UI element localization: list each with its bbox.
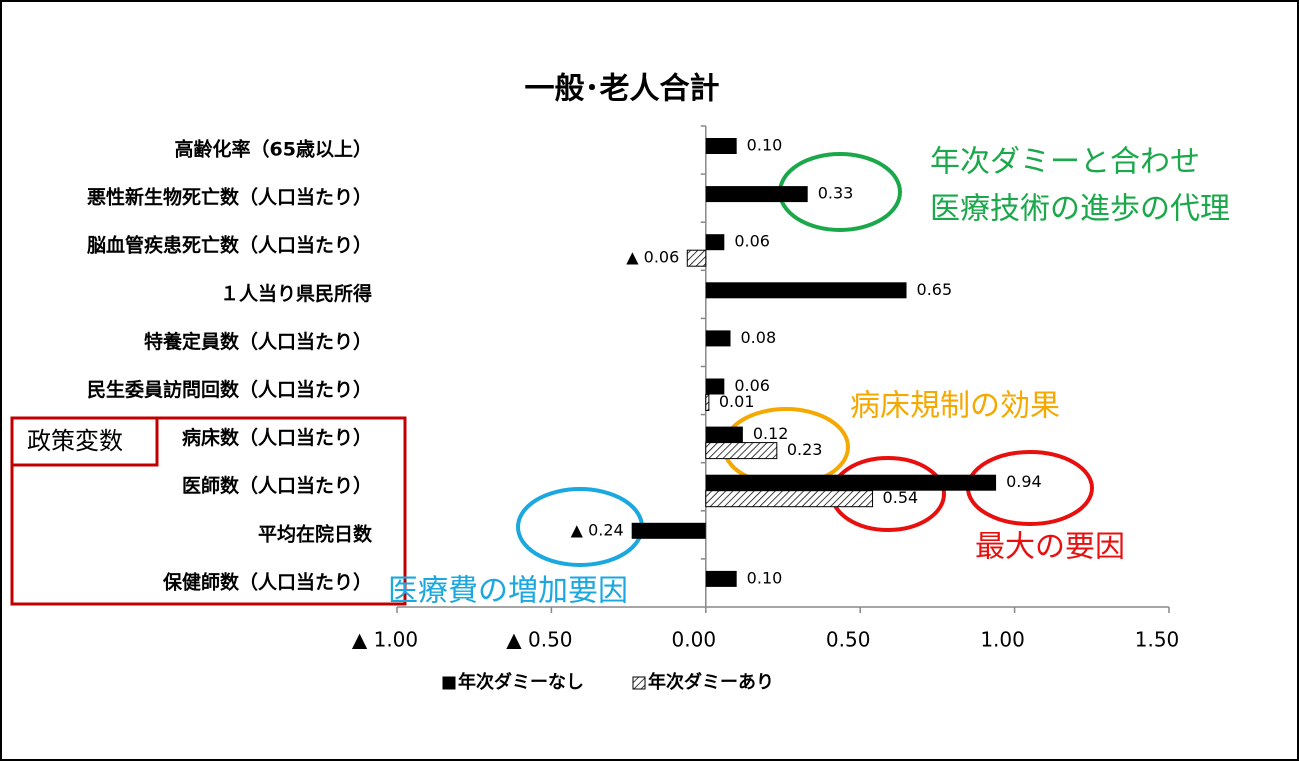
annotation: 政策変数 xyxy=(27,427,123,455)
value-label: 0.23 xyxy=(787,440,823,459)
annotation: 年次ダミーと合わせ xyxy=(930,145,1200,180)
bar xyxy=(705,490,874,508)
value-label: 0.10 xyxy=(747,136,783,155)
y-tick-label: 保健師数（人口当たり） xyxy=(162,570,372,593)
bar xyxy=(705,234,725,251)
value-label: 0.12 xyxy=(753,424,789,443)
annotation: 医療費の増加要因 xyxy=(388,574,628,609)
legend-label: 年次ダミーなし xyxy=(458,671,584,693)
legend-swatch xyxy=(632,676,646,690)
annotation: 病床規制の効果 xyxy=(850,389,1060,424)
x-tick-label: 0.50 xyxy=(826,628,871,652)
value-label: 0.54 xyxy=(883,488,919,507)
annotation: 医療技術の進歩の代理 xyxy=(930,192,1230,227)
value-label: 0.08 xyxy=(741,328,777,347)
y-tick-label: 悪性新生物死亡数（人口当たり） xyxy=(87,186,372,209)
value-label: 0.65 xyxy=(917,280,953,299)
chart-title: 一般･老人合計 xyxy=(525,72,720,107)
annotation: 最大の要因 xyxy=(975,530,1125,565)
bar xyxy=(631,522,706,539)
y-tick-label: １人当り県民所得 xyxy=(220,282,372,305)
bar xyxy=(705,570,737,587)
bar xyxy=(705,282,907,299)
y-tick-label: 民生委員訪問回数（人口当たり） xyxy=(87,378,372,401)
y-tick-label: 脳血管疾患死亡数（人口当たり） xyxy=(86,234,372,257)
value-label: 0.06 xyxy=(734,232,770,251)
value-label: 0.06 xyxy=(734,376,770,395)
bar xyxy=(705,330,731,347)
value-label: 0.33 xyxy=(818,184,854,203)
policy-label-box xyxy=(10,416,159,467)
y-tick-label: 特養定員数（人口当たり） xyxy=(144,330,372,353)
x-tick-label: ▲ 1.00 xyxy=(352,628,418,652)
x-tick-label: 0.00 xyxy=(672,628,717,652)
bar xyxy=(705,378,725,395)
x-tick-label: 1.00 xyxy=(980,628,1025,652)
bar xyxy=(705,442,778,460)
y-tick-label: 医師数（人口当たり） xyxy=(182,474,372,497)
bar xyxy=(705,426,743,443)
bar xyxy=(705,186,808,203)
policy-box xyxy=(10,416,407,606)
value-label: ▲ 0.06 xyxy=(626,248,679,267)
x-tick-label: ▲ 0.50 xyxy=(506,628,572,652)
bar xyxy=(686,249,707,267)
value-label: 0.94 xyxy=(1006,472,1042,491)
x-tick-label: 1.50 xyxy=(1135,628,1180,652)
y-tick-label: 平均在院日数 xyxy=(258,522,373,545)
bar xyxy=(705,138,737,154)
bar xyxy=(705,474,997,491)
bar xyxy=(705,394,710,411)
legend-label: 年次ダミーあり xyxy=(648,671,774,693)
value-label: 0.10 xyxy=(747,568,783,587)
legend-swatch xyxy=(442,676,456,690)
y-tick-label: 高齢化率（65歳以上） xyxy=(175,138,372,161)
value-label: 0.01 xyxy=(719,392,755,411)
value-label: ▲ 0.24 xyxy=(571,520,624,539)
y-tick-label: 病床数（人口当たり） xyxy=(182,426,372,449)
